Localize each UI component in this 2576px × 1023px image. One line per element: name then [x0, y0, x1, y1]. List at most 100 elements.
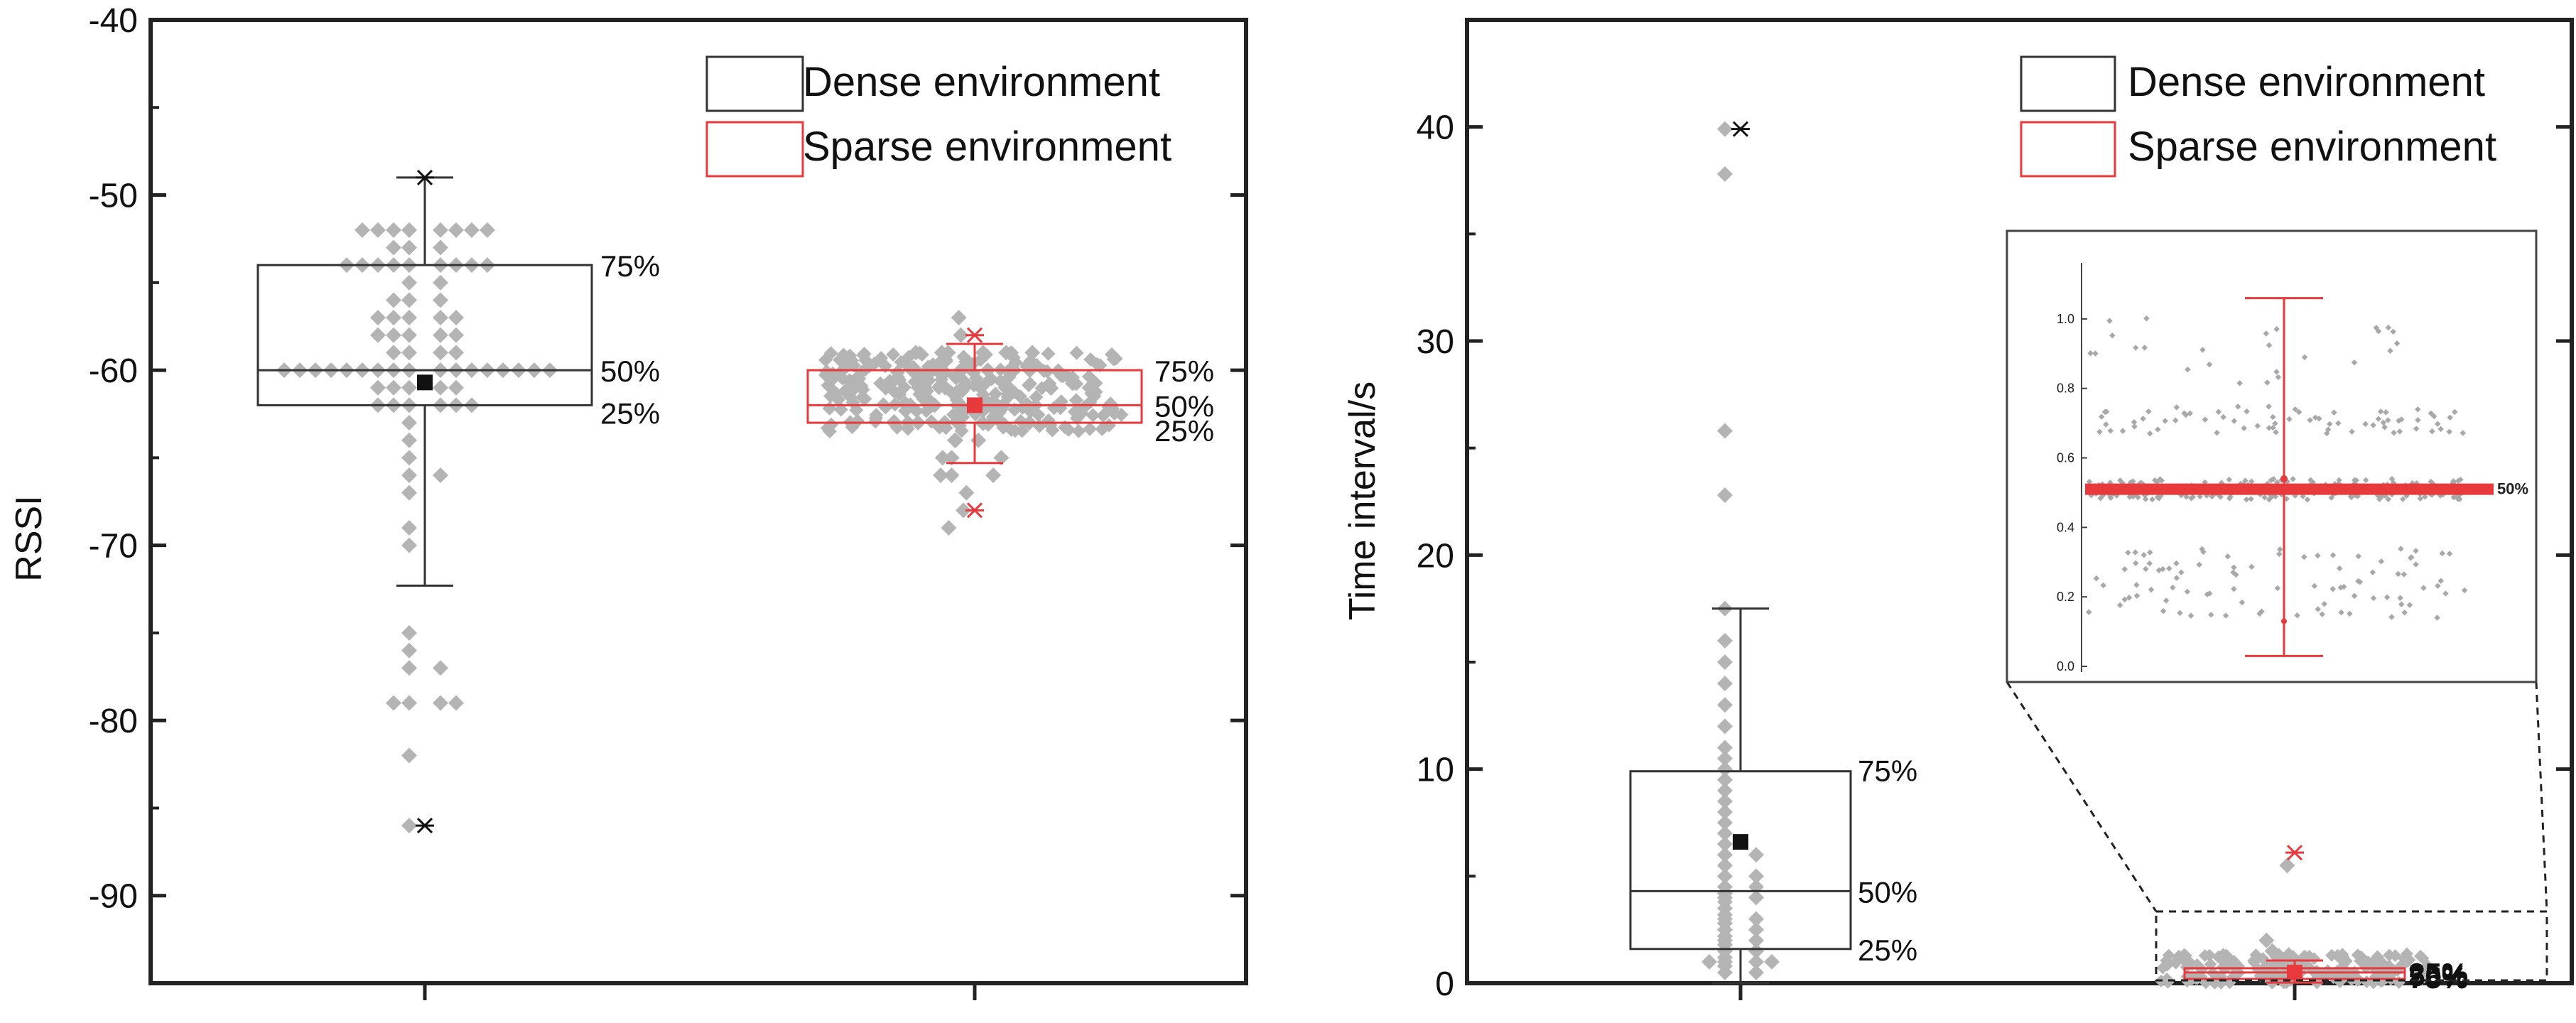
- data-point: [433, 379, 448, 396]
- inset-data-point: [2396, 428, 2403, 435]
- inset-data-point: [2381, 423, 2388, 431]
- data-point: [464, 222, 480, 238]
- inset-data-point: [2290, 476, 2296, 482]
- inset-data-point: [2355, 553, 2361, 560]
- inset-data-point: [2347, 493, 2354, 499]
- inset-data-point: [2149, 496, 2155, 503]
- inset-data-point: [2294, 612, 2300, 619]
- data-point: [892, 387, 907, 402]
- inset-data-point: [2172, 417, 2179, 424]
- data-point: [943, 467, 960, 484]
- inset-data-point: [2133, 592, 2141, 599]
- data-point: [846, 358, 861, 373]
- rssi-legend: Dense environment Sparse environment: [705, 55, 1171, 178]
- inset-data-point: [2338, 609, 2344, 616]
- inset-mean-marker: [2280, 475, 2288, 482]
- inset-data-point: [2106, 318, 2113, 324]
- data-point: [1748, 953, 1764, 970]
- data-point: [1717, 793, 1733, 809]
- data-point: [1717, 868, 1733, 884]
- data-point: [2203, 948, 2217, 962]
- inset-data-point: [2220, 413, 2226, 421]
- inset-data-point: [2376, 496, 2383, 503]
- inset-data-point: [2349, 428, 2355, 435]
- legend-swatch-dense: [2020, 55, 2116, 112]
- data-point: [401, 345, 417, 361]
- inset-box: 50%: [2085, 297, 2528, 657]
- inset-data-point: [2140, 416, 2146, 422]
- data-point: [1748, 921, 1764, 938]
- inset-data-point: [2098, 413, 2105, 420]
- inset-data-point: [2273, 325, 2280, 332]
- inset-data-point: [2452, 408, 2458, 416]
- data-point: [433, 660, 448, 676]
- inset-data-point: [2131, 419, 2138, 426]
- inset-data-point: [2347, 610, 2353, 617]
- inset-data-point: [2096, 428, 2103, 435]
- percentile-label: 50%: [600, 354, 660, 388]
- inset-lower-marker: [2281, 618, 2287, 624]
- inset-data-point: [2430, 413, 2437, 420]
- data-point: [1086, 408, 1100, 423]
- inset-data-point: [2457, 496, 2463, 502]
- legend-swatch-dense: [705, 55, 804, 112]
- data-point: [386, 345, 401, 361]
- data-point: [1007, 385, 1022, 400]
- percentile-label: 25%: [1154, 414, 1214, 448]
- data-point: [448, 327, 464, 343]
- data-point: [1044, 381, 1059, 396]
- data-point: [819, 364, 834, 379]
- inset-data-point: [2097, 495, 2104, 502]
- data-point: [2156, 961, 2170, 975]
- data-point: [1081, 369, 1096, 384]
- data-point: [1068, 393, 1083, 408]
- data-point: [2413, 949, 2427, 963]
- y-tick-label: 30: [1417, 323, 1454, 361]
- inset-y-tick-label: 1.0: [2057, 312, 2074, 326]
- inset-data-point: [2398, 601, 2405, 607]
- legend-label-dense: Dense environment: [2128, 59, 2485, 105]
- data-point: [1045, 423, 1060, 438]
- time-y-axis: 0 10 20 30 40: [1417, 18, 2572, 1003]
- inset-data-point: [2196, 561, 2202, 568]
- inset-data-point: [2093, 575, 2100, 582]
- data-point: [1717, 632, 1733, 649]
- box: [256, 264, 593, 406]
- inset-data-point: [2248, 478, 2255, 485]
- data-point: [1717, 654, 1733, 670]
- inset-data-point: [2266, 342, 2273, 349]
- inset-data-point: [2121, 566, 2128, 573]
- inset-data-point: [2272, 420, 2278, 427]
- inset-data-point: [2107, 428, 2114, 434]
- data-point: [1034, 381, 1049, 396]
- data-point: [370, 379, 386, 396]
- inset-data-point: [2182, 411, 2190, 418]
- data-point: [951, 384, 965, 399]
- data-point: [984, 372, 999, 386]
- inset-data-point: [2126, 594, 2133, 601]
- max-marker: [2285, 845, 2304, 861]
- data-point: [401, 292, 417, 308]
- data-point: [370, 222, 386, 238]
- data-point: [1717, 847, 1733, 863]
- data-point: [401, 450, 417, 466]
- inset-data-point: [2270, 475, 2277, 482]
- data-point: [2298, 949, 2311, 963]
- inset-frame: [2006, 229, 2538, 683]
- data-point: [1014, 423, 1029, 438]
- inset-data-point: [2147, 549, 2153, 556]
- inset-data-point: [2133, 560, 2139, 567]
- inset-data-point: [2158, 477, 2165, 484]
- data-point: [1717, 815, 1733, 830]
- inset-data-point: [2206, 590, 2213, 597]
- data-point: [956, 502, 972, 519]
- inset-data-point: [2248, 496, 2254, 502]
- inset-data-point: [2254, 423, 2261, 429]
- data-point: [988, 386, 1003, 401]
- legend-label-dense: Dense environment: [803, 59, 1160, 105]
- inset-data-point: [2370, 422, 2376, 428]
- data-point: [1701, 953, 1717, 970]
- data-point: [943, 450, 960, 466]
